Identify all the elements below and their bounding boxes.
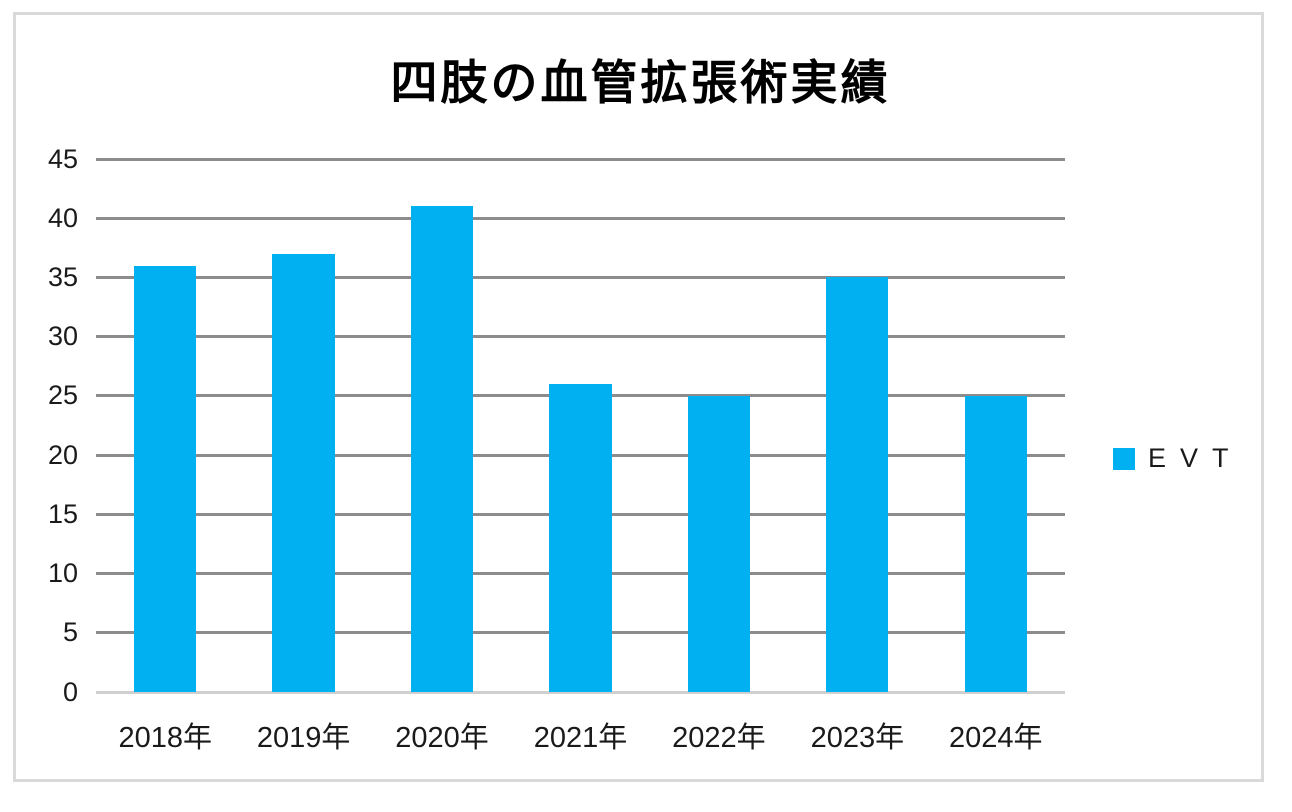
- y-tick-label: 10: [47, 558, 78, 589]
- legend-evt-swatch: [1113, 447, 1135, 470]
- bar-2022年: [687, 395, 751, 692]
- bar-2024年: [964, 395, 1027, 692]
- y-tick-label: 45: [47, 143, 78, 174]
- x-tick-label: 2022年: [672, 722, 766, 754]
- y-tick-label: 35: [47, 261, 78, 292]
- x-tick-label: 2024年: [949, 722, 1043, 754]
- gridline: [96, 216, 1065, 220]
- bar-2019年: [272, 253, 335, 692]
- y-tick-label: 15: [47, 498, 78, 529]
- bar-2023年: [826, 277, 889, 692]
- gridline: [96, 335, 1065, 339]
- x-tick-label: 2021年: [533, 722, 628, 754]
- x-tick-label: 2018年: [118, 722, 212, 754]
- y-tick-label: 5: [62, 617, 78, 648]
- gridline: [96, 275, 1065, 279]
- x-tick-label: 2020年: [395, 722, 489, 754]
- y-tick-label: 20: [47, 439, 78, 470]
- bar-2020年: [410, 206, 474, 692]
- x-tick-label: 2019年: [256, 722, 351, 754]
- bar-2018年: [134, 265, 197, 692]
- legend: EVT: [1113, 443, 1243, 474]
- x-axis-baseline: [96, 690, 1065, 694]
- y-tick-label: 40: [47, 202, 78, 233]
- y-tick-label: 30: [47, 321, 78, 352]
- chart-title: 四肢の血管拡張術実績: [390, 56, 891, 109]
- legend-evt-label: EVT: [1148, 443, 1243, 473]
- x-tick-label: 2023年: [810, 722, 905, 754]
- y-tick-label: 0: [62, 676, 78, 707]
- bar-2021年: [549, 384, 612, 692]
- gridline: [96, 157, 1065, 161]
- y-tick-label: 25: [47, 380, 78, 411]
